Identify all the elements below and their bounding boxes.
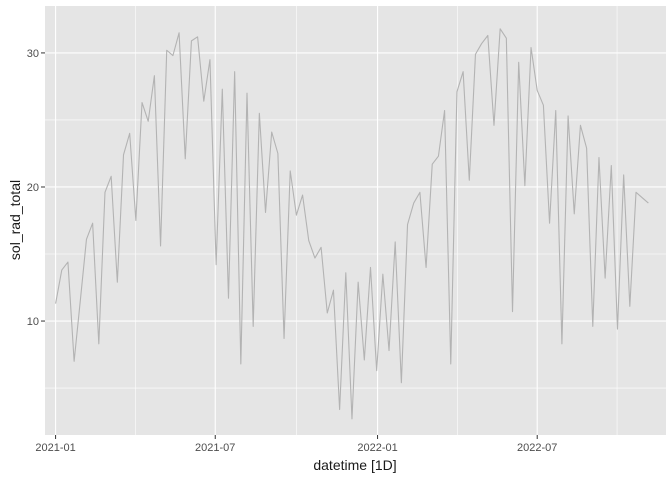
y-tick-label: 10 [27, 316, 39, 328]
x-tick-label: 2022-07 [517, 442, 557, 454]
series-layer [55, 28, 649, 420]
y-tick-label: 30 [27, 48, 39, 60]
x-tick-label: 2021-07 [195, 442, 235, 454]
y-tick-label: 20 [27, 182, 39, 194]
x-tick-label: 2021-01 [35, 442, 75, 454]
plot-background [45, 6, 666, 435]
x-axis-title: datetime [1D] [313, 457, 396, 473]
y-axis-title: sol_rad_total [7, 180, 23, 260]
x-axis: 2021-01 2021-07 2022-01 2022-07 [35, 435, 557, 454]
x-tick-label: 2022-01 [357, 442, 397, 454]
y-axis: 10 20 30 [27, 48, 45, 328]
series-line [55, 28, 649, 420]
